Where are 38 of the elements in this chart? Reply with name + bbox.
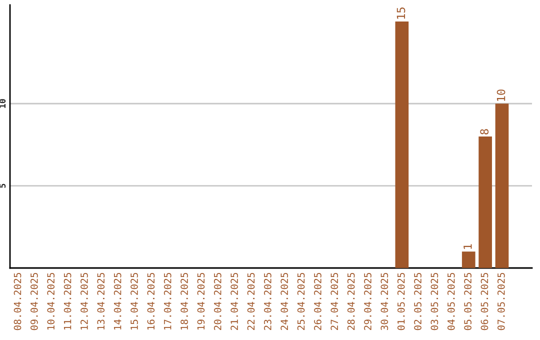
x-tick-label: 10.04.2025 [47, 272, 55, 330]
x-tick-label: 17.04.2025 [164, 272, 172, 330]
data-label: 10 [496, 90, 506, 101]
x-tick-label: 21.04.2025 [230, 272, 238, 330]
x-tick-label: 13.04.2025 [97, 272, 105, 330]
x-tick-label: 25.04.2025 [297, 272, 305, 330]
x-tick-label: 16.04.2025 [147, 272, 155, 330]
x-tick-label: 01.05.2025 [397, 272, 405, 330]
x-tick-label: 04.05.2025 [447, 272, 455, 330]
x-tick-label: 18.04.2025 [180, 272, 188, 330]
bar [395, 21, 409, 268]
x-tick-label: 12.04.2025 [80, 272, 88, 330]
bar [462, 252, 476, 268]
x-tick-label: 20.04.2025 [214, 272, 222, 330]
data-label: 1 [464, 244, 472, 249]
x-tick-label: 28.04.2025 [347, 272, 355, 330]
x-tick-label: 27.04.2025 [330, 272, 338, 330]
x-tick-label: 15.04.2025 [130, 272, 138, 330]
x-tick-label: 23.04.2025 [264, 272, 272, 330]
x-tick-label: 14.04.2025 [114, 272, 122, 330]
x-tick-label: 03.05.2025 [430, 272, 438, 330]
x-tick-label: 22.04.2025 [247, 272, 255, 330]
data-label: 8 [480, 129, 489, 134]
x-tick-label: 07.05.2025 [497, 272, 505, 330]
x-tick-label: 08.04.2025 [14, 272, 22, 330]
x-tick-label: 09.04.2025 [30, 272, 38, 330]
x-tick-label: 30.04.2025 [380, 272, 388, 330]
x-tick-label: 06.05.2025 [480, 272, 488, 330]
x-tick-label: 05.05.2025 [464, 272, 472, 330]
x-tick-label: 02.05.2025 [414, 272, 422, 330]
x-tick-label: 26.04.2025 [314, 272, 322, 330]
x-tick-label: 19.04.2025 [197, 272, 205, 330]
x-tick-label: 29.04.2025 [364, 272, 372, 330]
bar [478, 136, 492, 268]
x-tick-label: 24.04.2025 [280, 272, 288, 330]
bar [495, 104, 509, 268]
x-tick-label: 11.04.2025 [64, 272, 72, 330]
data-label: 15 [396, 8, 406, 19]
